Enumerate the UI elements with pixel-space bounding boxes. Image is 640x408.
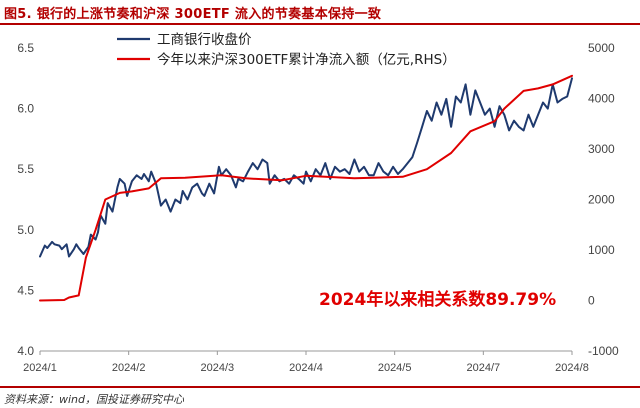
series-line-etf-inflow xyxy=(39,74,573,302)
series-layer xyxy=(39,74,573,302)
chart-title: 图5. 银行的上涨节奏和沪深 300ETF 流入的节奏基本保持一致 xyxy=(4,7,382,22)
axes: 4.0 4.5 5.0 5.5 6.0 6.5 -1000 0 1000 2000 3000 4000… xyxy=(17,41,619,374)
chart: 4.0 4.5 5.0 5.5 6.0 6.5 -1000 0 1000 2000 3000 4000… xyxy=(17,31,619,374)
source-bar: 资料来源：wind，国投证券研究中心 xyxy=(0,386,640,408)
x-tick-label: 2024/8 xyxy=(555,362,589,374)
y-right-tick-label: -1000 xyxy=(588,344,619,358)
y-left-tick-label: 6.0 xyxy=(17,102,34,116)
source-note: 资料来源：wind，国投证券研究中心 xyxy=(4,393,185,406)
y-left-tick-label: 5.0 xyxy=(17,223,34,237)
y-left-tick-label: 5.5 xyxy=(17,162,34,176)
y-right-tick-label: 2000 xyxy=(588,193,615,207)
x-tick-label: 2024/1 xyxy=(23,362,57,374)
y-right-tick-label: 3000 xyxy=(588,142,615,156)
y-right-tick-label: 0 xyxy=(588,294,595,308)
legend-label: 今年以来沪深300ETF累计净流入额（亿元,RHS） xyxy=(157,52,456,68)
x-tick-label: 2024/3 xyxy=(201,362,235,374)
title-bar: 图5. 银行的上涨节奏和沪深 300ETF 流入的节奏基本保持一致 xyxy=(0,0,640,25)
y-right-tick-label: 5000 xyxy=(588,41,615,55)
x-tick-label: 2024/5 xyxy=(378,362,412,374)
legend-label: 工商银行收盘价 xyxy=(157,31,252,48)
y-left-tick-label: 6.5 xyxy=(17,41,34,55)
correlation-annotation: 2024年以来相关系数89.79% xyxy=(319,289,556,310)
series-line-icbc-close xyxy=(39,77,573,258)
y-left-tick-label: 4.0 xyxy=(17,344,34,358)
x-tick-label: 2024/4 xyxy=(289,362,323,374)
y-right-tick-label: 1000 xyxy=(588,243,615,257)
y-right-tick-label: 4000 xyxy=(588,92,615,106)
x-tick-label: 2024/7 xyxy=(467,362,501,374)
x-tick-label: 2024/2 xyxy=(112,362,146,374)
y-left-tick-label: 4.5 xyxy=(17,283,34,297)
